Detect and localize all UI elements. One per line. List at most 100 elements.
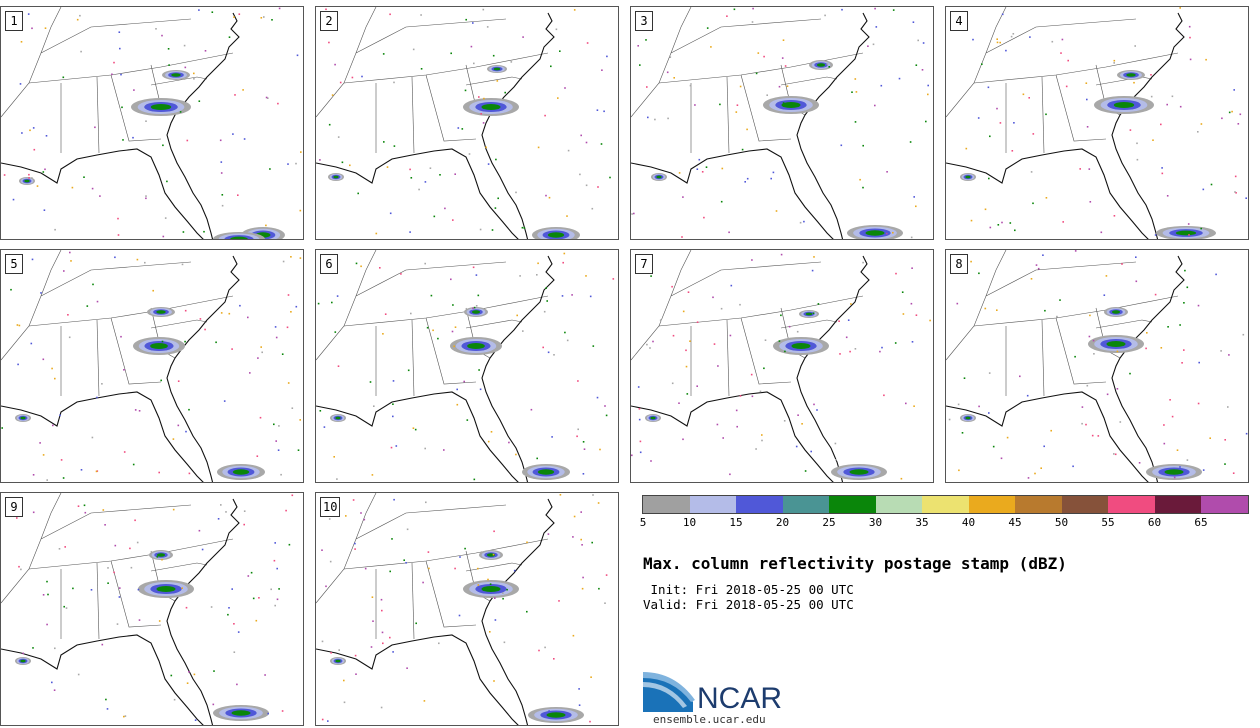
reflectivity-speckle: [1183, 302, 1185, 304]
reflectivity-speckle: [1113, 62, 1115, 64]
reflectivity-speckle: [437, 337, 439, 340]
reflectivity-speckle: [719, 103, 721, 106]
reflectivity-speckle: [379, 267, 381, 269]
reflectivity-speckle: [801, 423, 803, 425]
stamp-panel-10: 10: [315, 492, 619, 726]
reflectivity-speckle: [182, 231, 185, 233]
state-border: [110, 74, 162, 142]
colorbar-tick-label: 20: [775, 516, 790, 529]
reflectivity-speckle: [1179, 324, 1181, 326]
reflectivity-speckle: [42, 594, 45, 596]
reflectivity-speckle: [631, 213, 633, 215]
reflectivity-speckle: [1032, 202, 1034, 205]
reflectivity-speckle: [161, 558, 163, 561]
reflectivity-cell: [1164, 469, 1184, 475]
reflectivity-speckle: [487, 163, 490, 165]
reflectivity-speckle: [122, 139, 124, 141]
reflectivity-speckle: [1221, 117, 1223, 120]
reflectivity-speckle: [370, 646, 373, 648]
reflectivity-speckle: [463, 380, 465, 383]
reflectivity-speckle: [1215, 273, 1217, 276]
reflectivity-speckle: [219, 139, 222, 142]
reflectivity-speckle: [62, 477, 65, 479]
reflectivity-speckle: [705, 166, 708, 168]
reflectivity-speckle: [424, 181, 427, 183]
reflectivity-speckle: [1145, 347, 1147, 350]
reflectivity-speckle: [96, 396, 98, 399]
reflectivity-speckle: [567, 149, 570, 152]
reflectivity-speckle: [450, 52, 452, 55]
state-border: [670, 261, 822, 297]
reflectivity-speckle: [477, 584, 480, 586]
reflectivity-speckle: [392, 380, 395, 382]
reflectivity-speckle: [637, 386, 640, 388]
reflectivity-speckle: [425, 501, 427, 504]
reflectivity-speckle: [580, 134, 582, 137]
reflectivity-speckle: [782, 39, 785, 41]
reflectivity-speckle: [406, 528, 409, 531]
reflectivity-cell: [805, 312, 813, 316]
reflectivity-speckle: [1234, 191, 1236, 193]
state-border: [96, 76, 100, 154]
reflectivity-speckle: [427, 551, 430, 553]
reflectivity-speckle: [464, 89, 467, 92]
reflectivity-speckle: [582, 576, 584, 579]
reflectivity-speckle: [18, 565, 20, 568]
reflectivity-speckle: [778, 340, 781, 342]
reflectivity-speckle: [70, 260, 72, 262]
reflectivity-speckle: [77, 673, 80, 676]
member-label-3: 3: [635, 11, 653, 31]
reflectivity-speckle: [572, 634, 575, 637]
map-6: [316, 250, 615, 482]
reflectivity-speckle: [696, 385, 698, 387]
reflectivity-speckle: [961, 432, 964, 434]
reflectivity-speckle: [452, 219, 454, 221]
reflectivity-speckle: [544, 114, 546, 117]
reflectivity-speckle: [99, 195, 101, 197]
reflectivity-speckle: [185, 606, 188, 609]
reflectivity-speckle: [32, 127, 35, 129]
reflectivity-speckle: [1129, 372, 1131, 375]
reflectivity-speckle: [571, 294, 573, 296]
reflectivity-speckle: [328, 518, 331, 520]
reflectivity-speckle: [685, 365, 688, 368]
reflectivity-speckle: [1235, 192, 1237, 194]
reflectivity-speckle: [956, 302, 959, 305]
reflectivity-speckle: [86, 305, 89, 307]
stamp-panel-2: 2: [315, 6, 619, 240]
reflectivity-cell: [230, 236, 248, 239]
reflectivity-speckle: [795, 445, 798, 448]
member-label-5: 5: [5, 254, 23, 274]
reflectivity-speckle: [299, 419, 301, 421]
reflectivity-speckle: [564, 87, 566, 89]
reflectivity-cell: [791, 342, 811, 350]
reflectivity-speckle: [1232, 472, 1235, 474]
coastline: [481, 12, 555, 239]
reflectivity-speckle: [465, 18, 467, 21]
reflectivity-speckle: [120, 335, 122, 338]
reflectivity-speckle: [173, 698, 176, 701]
state-border: [96, 319, 100, 397]
reflectivity-speckle: [119, 47, 121, 50]
colorbar-tick-label: 45: [1008, 516, 1022, 529]
reflectivity-speckle: [424, 447, 426, 450]
reflectivity-speckle: [813, 256, 815, 258]
reflectivity-speckle: [751, 21, 754, 23]
reflectivity-speckle: [220, 504, 222, 506]
state-border: [355, 504, 507, 540]
state-border: [316, 250, 377, 361]
reflectivity-speckle: [1081, 406, 1084, 408]
reflectivity-speckle: [687, 291, 690, 293]
reflectivity-cell: [965, 416, 971, 420]
reflectivity-speckle: [515, 453, 517, 456]
reflectivity-cell: [656, 175, 662, 179]
reflectivity-cell: [20, 416, 26, 420]
reflectivity-speckle: [3, 174, 6, 176]
reflectivity-speckle: [386, 166, 389, 168]
reflectivity-speckle: [319, 410, 322, 412]
reflectivity-speckle: [464, 547, 466, 550]
reflectivity-speckle: [299, 257, 302, 259]
reflectivity-speckle: [1113, 453, 1115, 455]
reflectivity-cell: [471, 310, 481, 314]
colorbar-segment: [829, 496, 876, 513]
